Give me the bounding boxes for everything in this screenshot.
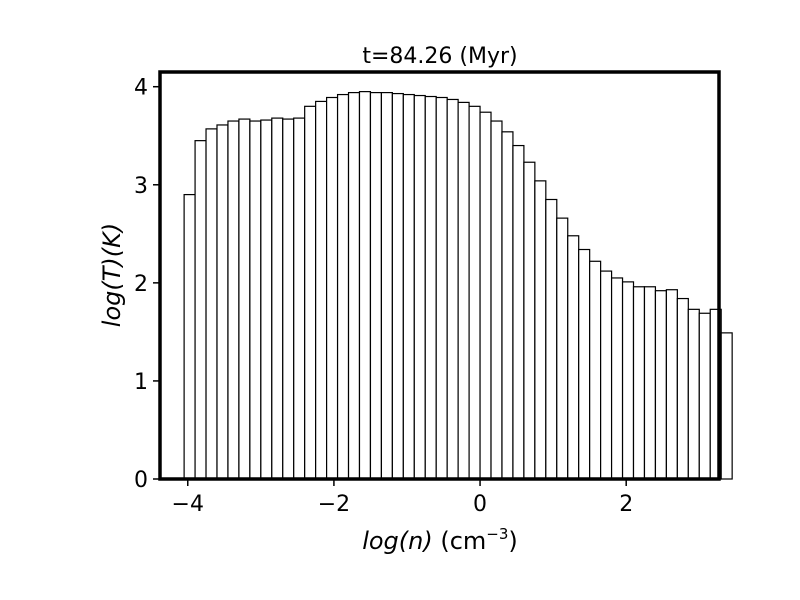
y-tick-label: 2 xyxy=(134,272,148,297)
histogram-bar xyxy=(687,308,700,480)
histogram-bar xyxy=(665,289,678,480)
histogram-bar xyxy=(534,180,547,480)
x-tick-label: 2 xyxy=(619,492,633,517)
histogram-bar xyxy=(282,118,295,480)
histogram-bar xyxy=(556,217,569,480)
histogram-bar xyxy=(336,93,350,480)
histogram-bar xyxy=(545,198,558,480)
histogram-bar xyxy=(249,120,262,480)
histogram-bar xyxy=(183,193,196,480)
histogram-bar xyxy=(523,161,536,480)
histogram-bar xyxy=(589,260,602,480)
histogram-bar xyxy=(654,290,667,480)
x-axis-label-main: log(n) xyxy=(362,527,433,555)
histogram-bar xyxy=(578,248,591,480)
histogram-bar xyxy=(205,128,218,480)
x-axis-label: log(n) (cm−3) xyxy=(362,525,518,555)
histogram-bar xyxy=(227,120,240,480)
plot-frame xyxy=(158,70,721,481)
histogram-bar xyxy=(720,332,733,480)
histogram-bar xyxy=(260,119,273,480)
x-axis-ticks: −4 −2 0 2 xyxy=(172,479,633,517)
histogram-bar xyxy=(446,98,459,480)
x-axis-label-unit: (cm xyxy=(440,527,486,555)
histogram-bar xyxy=(391,92,404,480)
histogram-bar xyxy=(457,101,470,480)
x-axis-label-close: ) xyxy=(508,527,517,555)
histogram-bar xyxy=(194,140,207,480)
histogram-bar xyxy=(216,124,229,480)
histogram-bar xyxy=(347,91,361,480)
histogram-bar xyxy=(512,144,525,480)
y-tick-label: 3 xyxy=(134,174,148,199)
histogram-bar xyxy=(501,131,514,480)
x-axis-label-exponent: −3 xyxy=(486,525,508,543)
histogram-bar xyxy=(600,270,613,480)
chart-title: t=84.26 (Myr) xyxy=(362,44,517,69)
histogram-bar xyxy=(567,235,580,480)
x-tick-label: −4 xyxy=(172,492,204,517)
histogram-bar xyxy=(424,95,437,480)
histogram-bar xyxy=(413,94,426,480)
histogram-bar xyxy=(238,118,251,480)
histogram-bar xyxy=(358,91,372,480)
x-tick-label: 0 xyxy=(473,492,487,517)
histogram-bar xyxy=(468,105,481,480)
y-tick-label: 0 xyxy=(134,468,148,493)
histogram-bar xyxy=(380,91,393,480)
histogram-bar xyxy=(698,312,711,480)
histogram-bar xyxy=(610,277,624,480)
y-tick-label: 1 xyxy=(134,370,148,395)
histogram-bar xyxy=(621,281,635,480)
y-tick-label: 4 xyxy=(134,76,148,101)
histogram-bar xyxy=(271,117,284,480)
x-tick-label: −2 xyxy=(318,492,350,517)
histogram-bar xyxy=(490,120,503,480)
histogram-bar xyxy=(315,100,328,480)
histogram-bar xyxy=(293,117,306,480)
histogram-bar xyxy=(402,93,415,480)
y-axis-label: log(T)(K) xyxy=(98,223,126,327)
histogram-bar xyxy=(479,111,492,480)
histogram-bar xyxy=(369,91,383,480)
histogram-bar xyxy=(435,96,448,480)
histogram-bar xyxy=(676,297,689,480)
histogram-bar xyxy=(326,96,339,480)
histogram-bar xyxy=(304,105,317,480)
histogram-bar xyxy=(643,286,657,480)
histogram-bar xyxy=(632,286,646,480)
